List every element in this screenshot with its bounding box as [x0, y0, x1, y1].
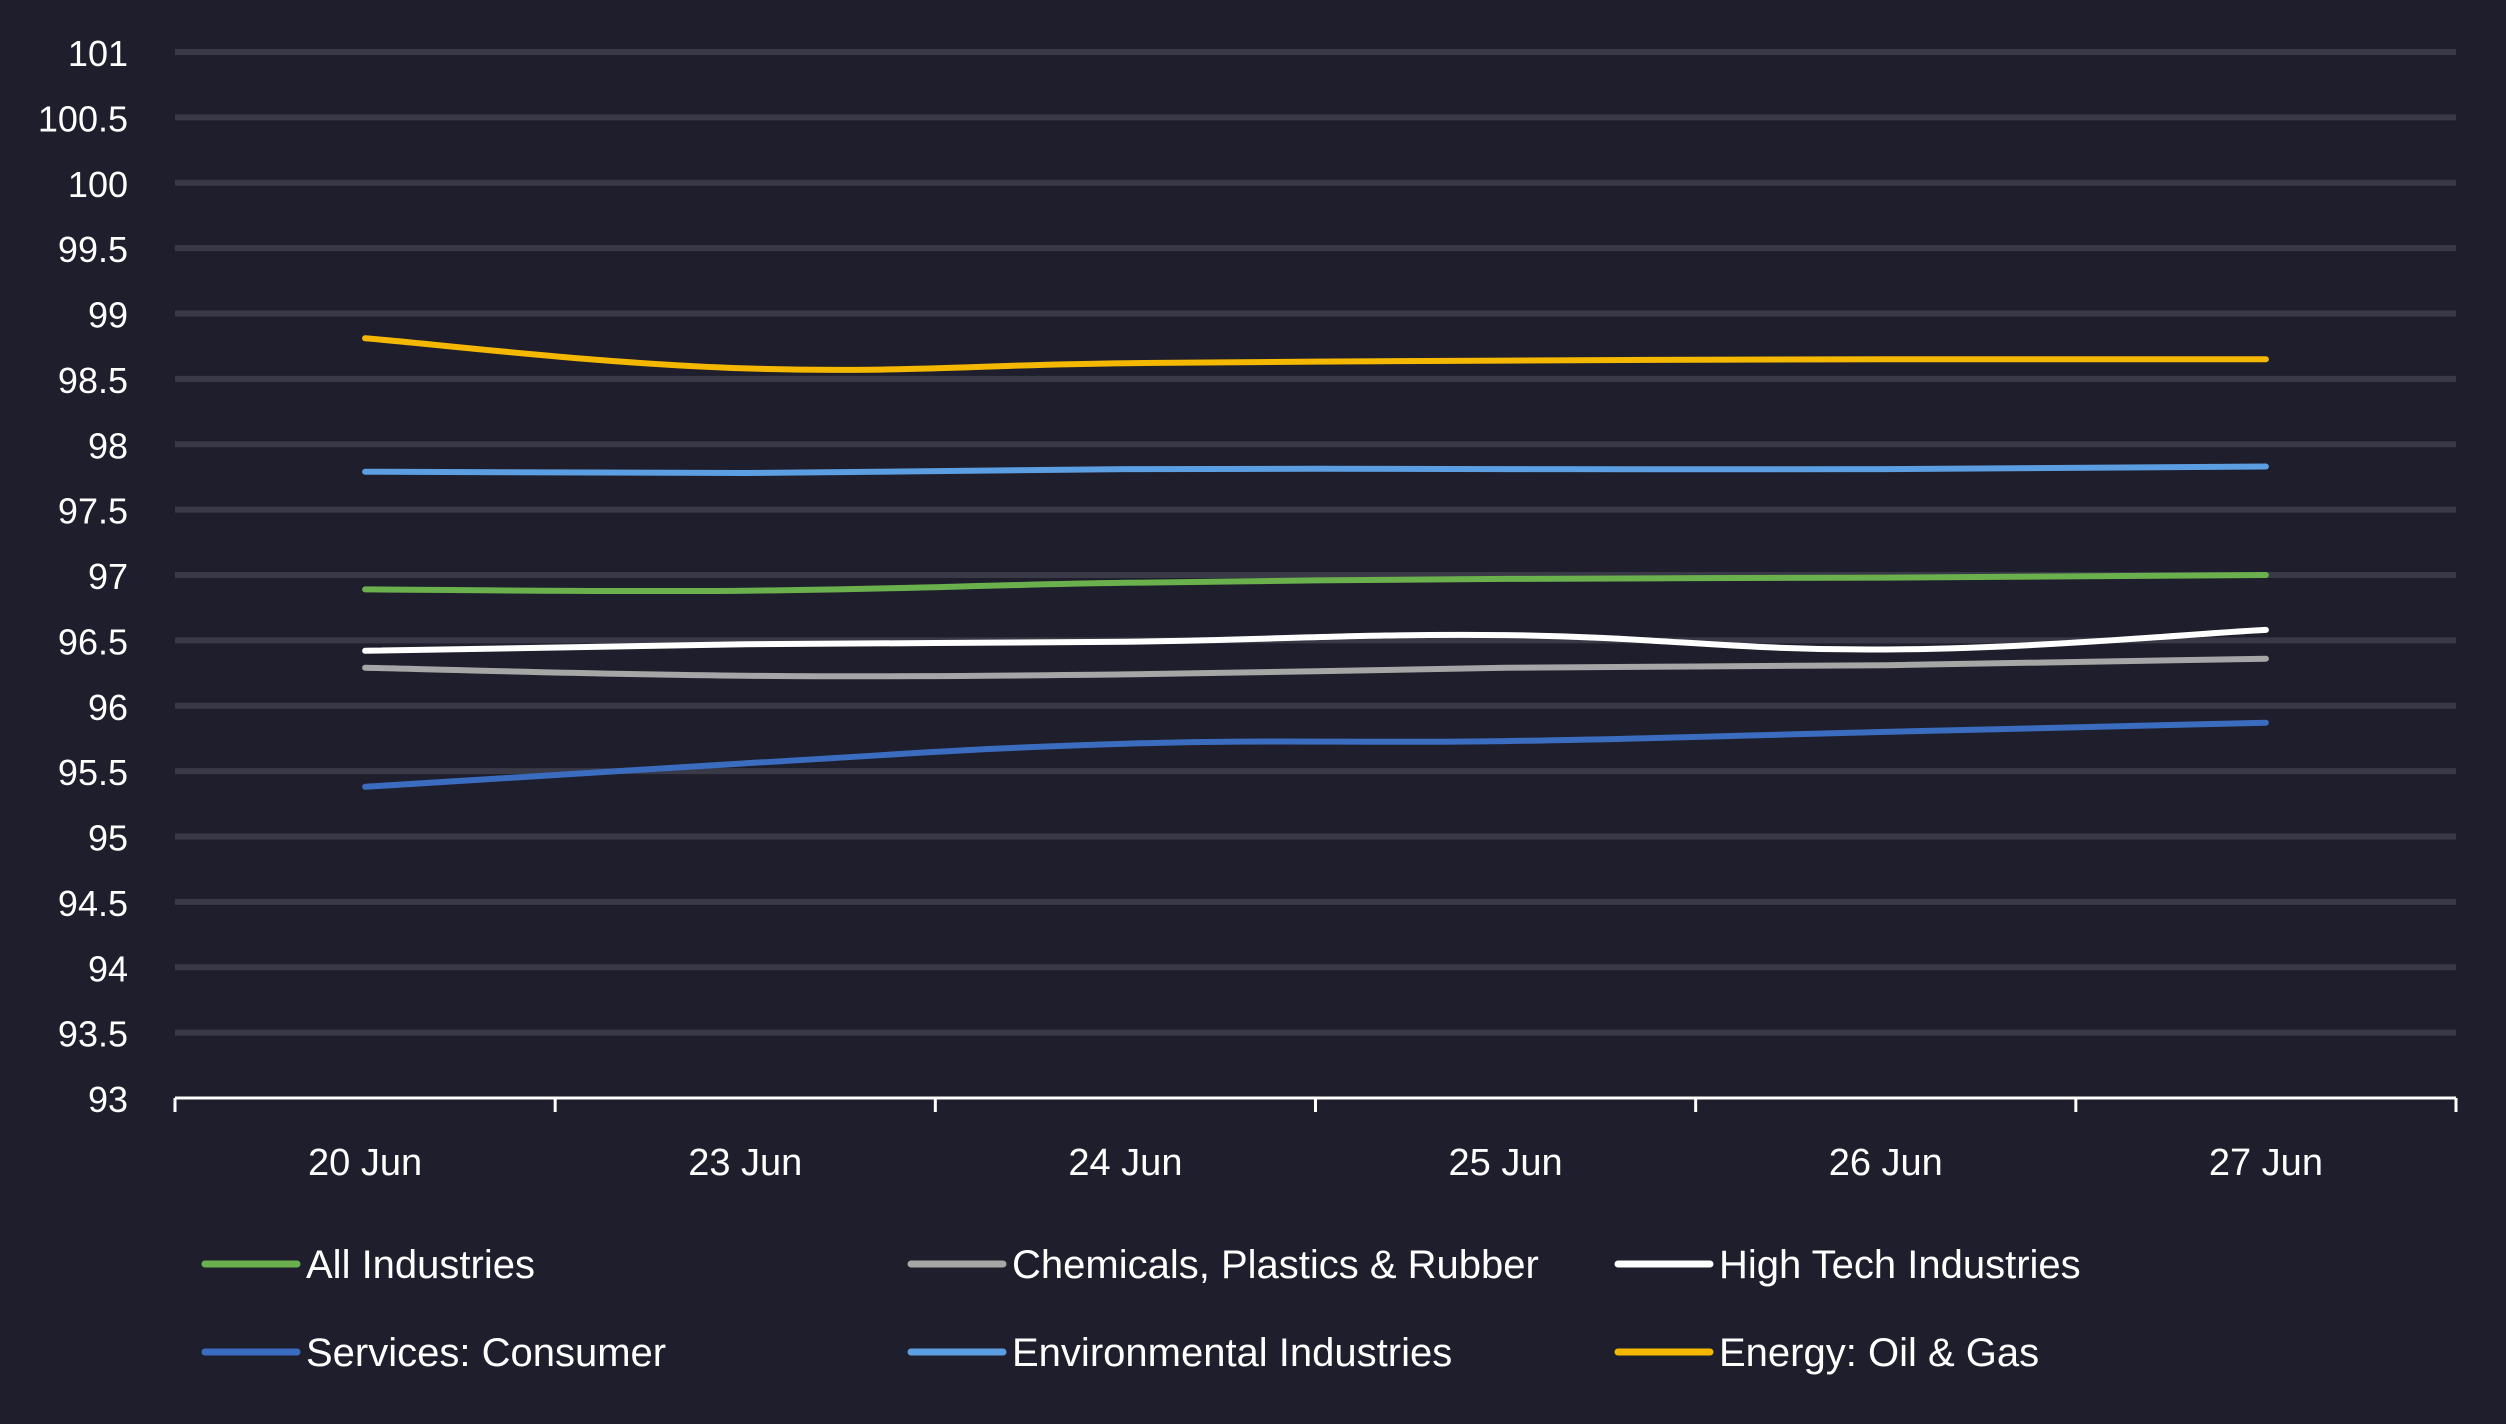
gridlines [175, 49, 2456, 1036]
y-tick-label: 97 [88, 556, 128, 597]
legend-label-services-consumer: Services: Consumer [306, 1331, 666, 1375]
x-tick-label: 24 Jun [1068, 1142, 1182, 1184]
legend-label-high-tech-industries: High Tech Industries [1719, 1243, 2081, 1287]
legend-label-chemicals-plastics-rubber: Chemicals, Plastics & Rubber [1012, 1243, 1539, 1287]
y-tick-label: 98.5 [58, 360, 128, 401]
x-axis [173, 1096, 2458, 1112]
y-tick-label: 93 [88, 1079, 128, 1120]
y-tick-label: 96.5 [58, 621, 128, 662]
x-tick-label: 20 Jun [308, 1142, 422, 1184]
series-line-services-consumer [362, 719, 2269, 790]
y-tick-label: 99.5 [58, 229, 128, 270]
legend-label-energy-oil-gas: Energy: Oil & Gas [1719, 1331, 2039, 1375]
y-tick-label: 101 [68, 33, 128, 74]
y-axis-tick-labels: 93 93.5 94 94.5 95 95.5 96 96.5 97 97.5 98 98.5 99 99… [38, 33, 128, 1120]
x-tick-label: 27 Jun [2209, 1142, 2323, 1184]
y-tick-label: 94 [88, 948, 128, 989]
legend-label-all-industries: All Industries [306, 1243, 535, 1287]
y-tick-label: 94.5 [58, 883, 128, 924]
y-tick-label: 93.5 [58, 1014, 128, 1055]
y-tick-label: 96 [88, 687, 128, 728]
series-lines [362, 335, 2269, 790]
series-line-high-tech-industries [362, 626, 2269, 654]
legend-label-environmental-industries: Environmental Industries [1012, 1331, 1452, 1375]
series-line-chemicals-plastics-rubber [362, 655, 2269, 680]
x-tick-label: 25 Jun [1449, 1142, 1563, 1184]
series-line-all-industries [362, 572, 2269, 595]
y-tick-label: 95.5 [58, 752, 128, 793]
series-line-energy-oil-gas [362, 335, 2269, 373]
x-tick-label: 23 Jun [688, 1142, 802, 1184]
y-tick-label: 100 [68, 164, 128, 205]
y-tick-label: 99 [88, 295, 128, 336]
y-tick-label: 95 [88, 818, 128, 859]
x-axis-tick-labels: 20 Jun 23 Jun 24 Jun 25 Jun 26 Jun 27 Jun [308, 1142, 2323, 1184]
series-line-environmental-industries [362, 463, 2269, 477]
x-tick-label: 26 Jun [1829, 1142, 1943, 1184]
legend: All Industries Chemicals, Plastics & Rubb… [201, 1243, 2081, 1375]
y-tick-label: 100.5 [38, 98, 128, 139]
y-tick-label: 97.5 [58, 491, 128, 532]
y-tick-label: 98 [88, 425, 128, 466]
